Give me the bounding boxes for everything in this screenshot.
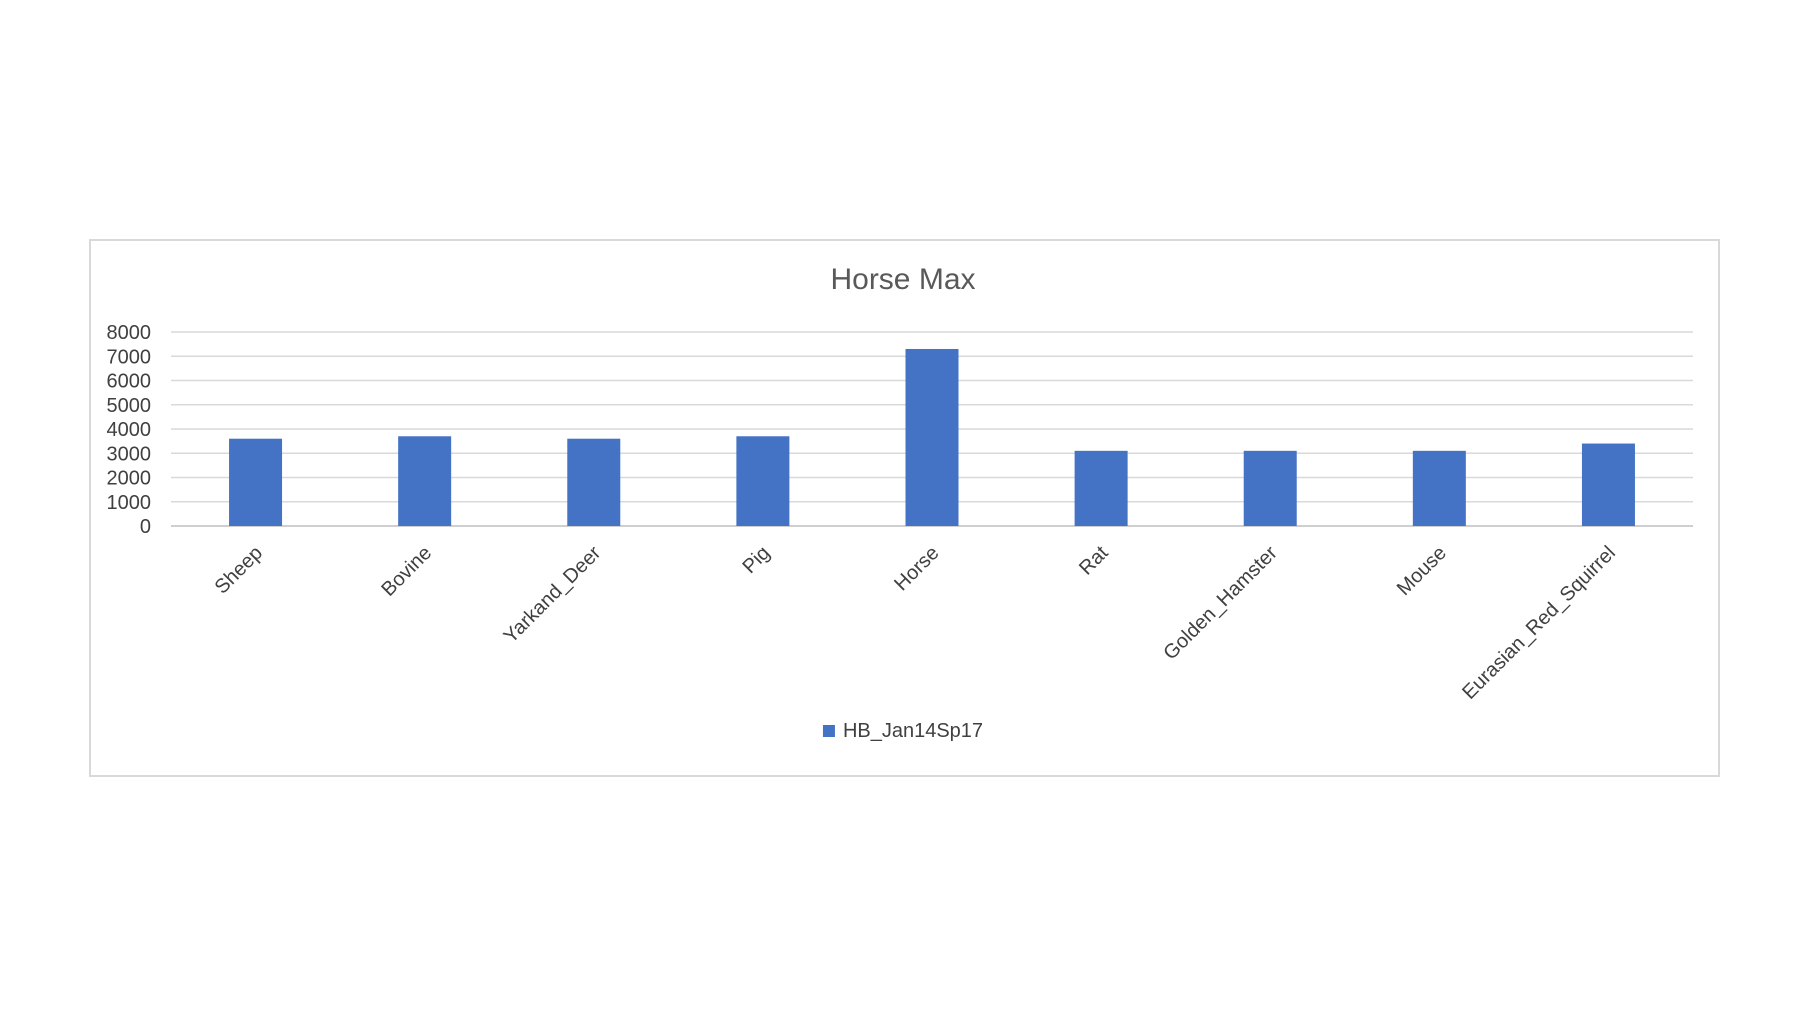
category-label: Eurasian_Red_Squirrel (1458, 542, 1620, 704)
category-label: Golden_Hamster (1159, 542, 1282, 665)
y-tick-label: 8000 (107, 322, 152, 344)
bar-sheep (229, 438, 283, 526)
category-label: Mouse (1393, 542, 1451, 600)
category-label: Pig (738, 542, 774, 578)
bar-horse (905, 348, 959, 526)
y-tick-label: 7000 (107, 346, 152, 368)
category-label: Rat (1075, 542, 1113, 580)
category-label: Bovine (377, 542, 436, 601)
category-label: Yarkand_Deer (500, 542, 606, 648)
category-label: Sheep (211, 542, 267, 598)
chart-title: Horse Max (830, 263, 975, 296)
y-tick-label: 4000 (107, 419, 152, 441)
legend-swatch (822, 725, 835, 737)
y-tick-label: 5000 (107, 395, 152, 417)
bar-yarkand-deer (567, 438, 621, 526)
bar-mouse (1412, 450, 1466, 526)
x-axis-categories: Sheep Bovine Yarkand_Deer Pig Horse Rat Golden… (211, 542, 1620, 704)
category-label: Horse (890, 542, 943, 595)
bar-eurasian-red-squirrel (1581, 443, 1635, 526)
legend-label: HB_Jan14Sp17 (843, 720, 983, 742)
bar-pig (736, 436, 790, 526)
legend: HB_Jan14Sp17 (822, 720, 983, 742)
y-tick-label: 3000 (107, 443, 152, 465)
bar-golden-hamster (1243, 450, 1297, 526)
chart-frame: Horse Max 0 1000 2000 3000 4000 5000 6000 7000 8… (89, 239, 1720, 777)
y-tick-label: 2000 (107, 468, 152, 490)
y-tick-label: 6000 (107, 371, 152, 393)
bars (229, 348, 1635, 526)
bar-rat (1074, 450, 1128, 526)
bar-bovine (398, 436, 452, 526)
y-tick-label: 0 (140, 516, 151, 538)
y-tick-label: 1000 (107, 492, 152, 514)
